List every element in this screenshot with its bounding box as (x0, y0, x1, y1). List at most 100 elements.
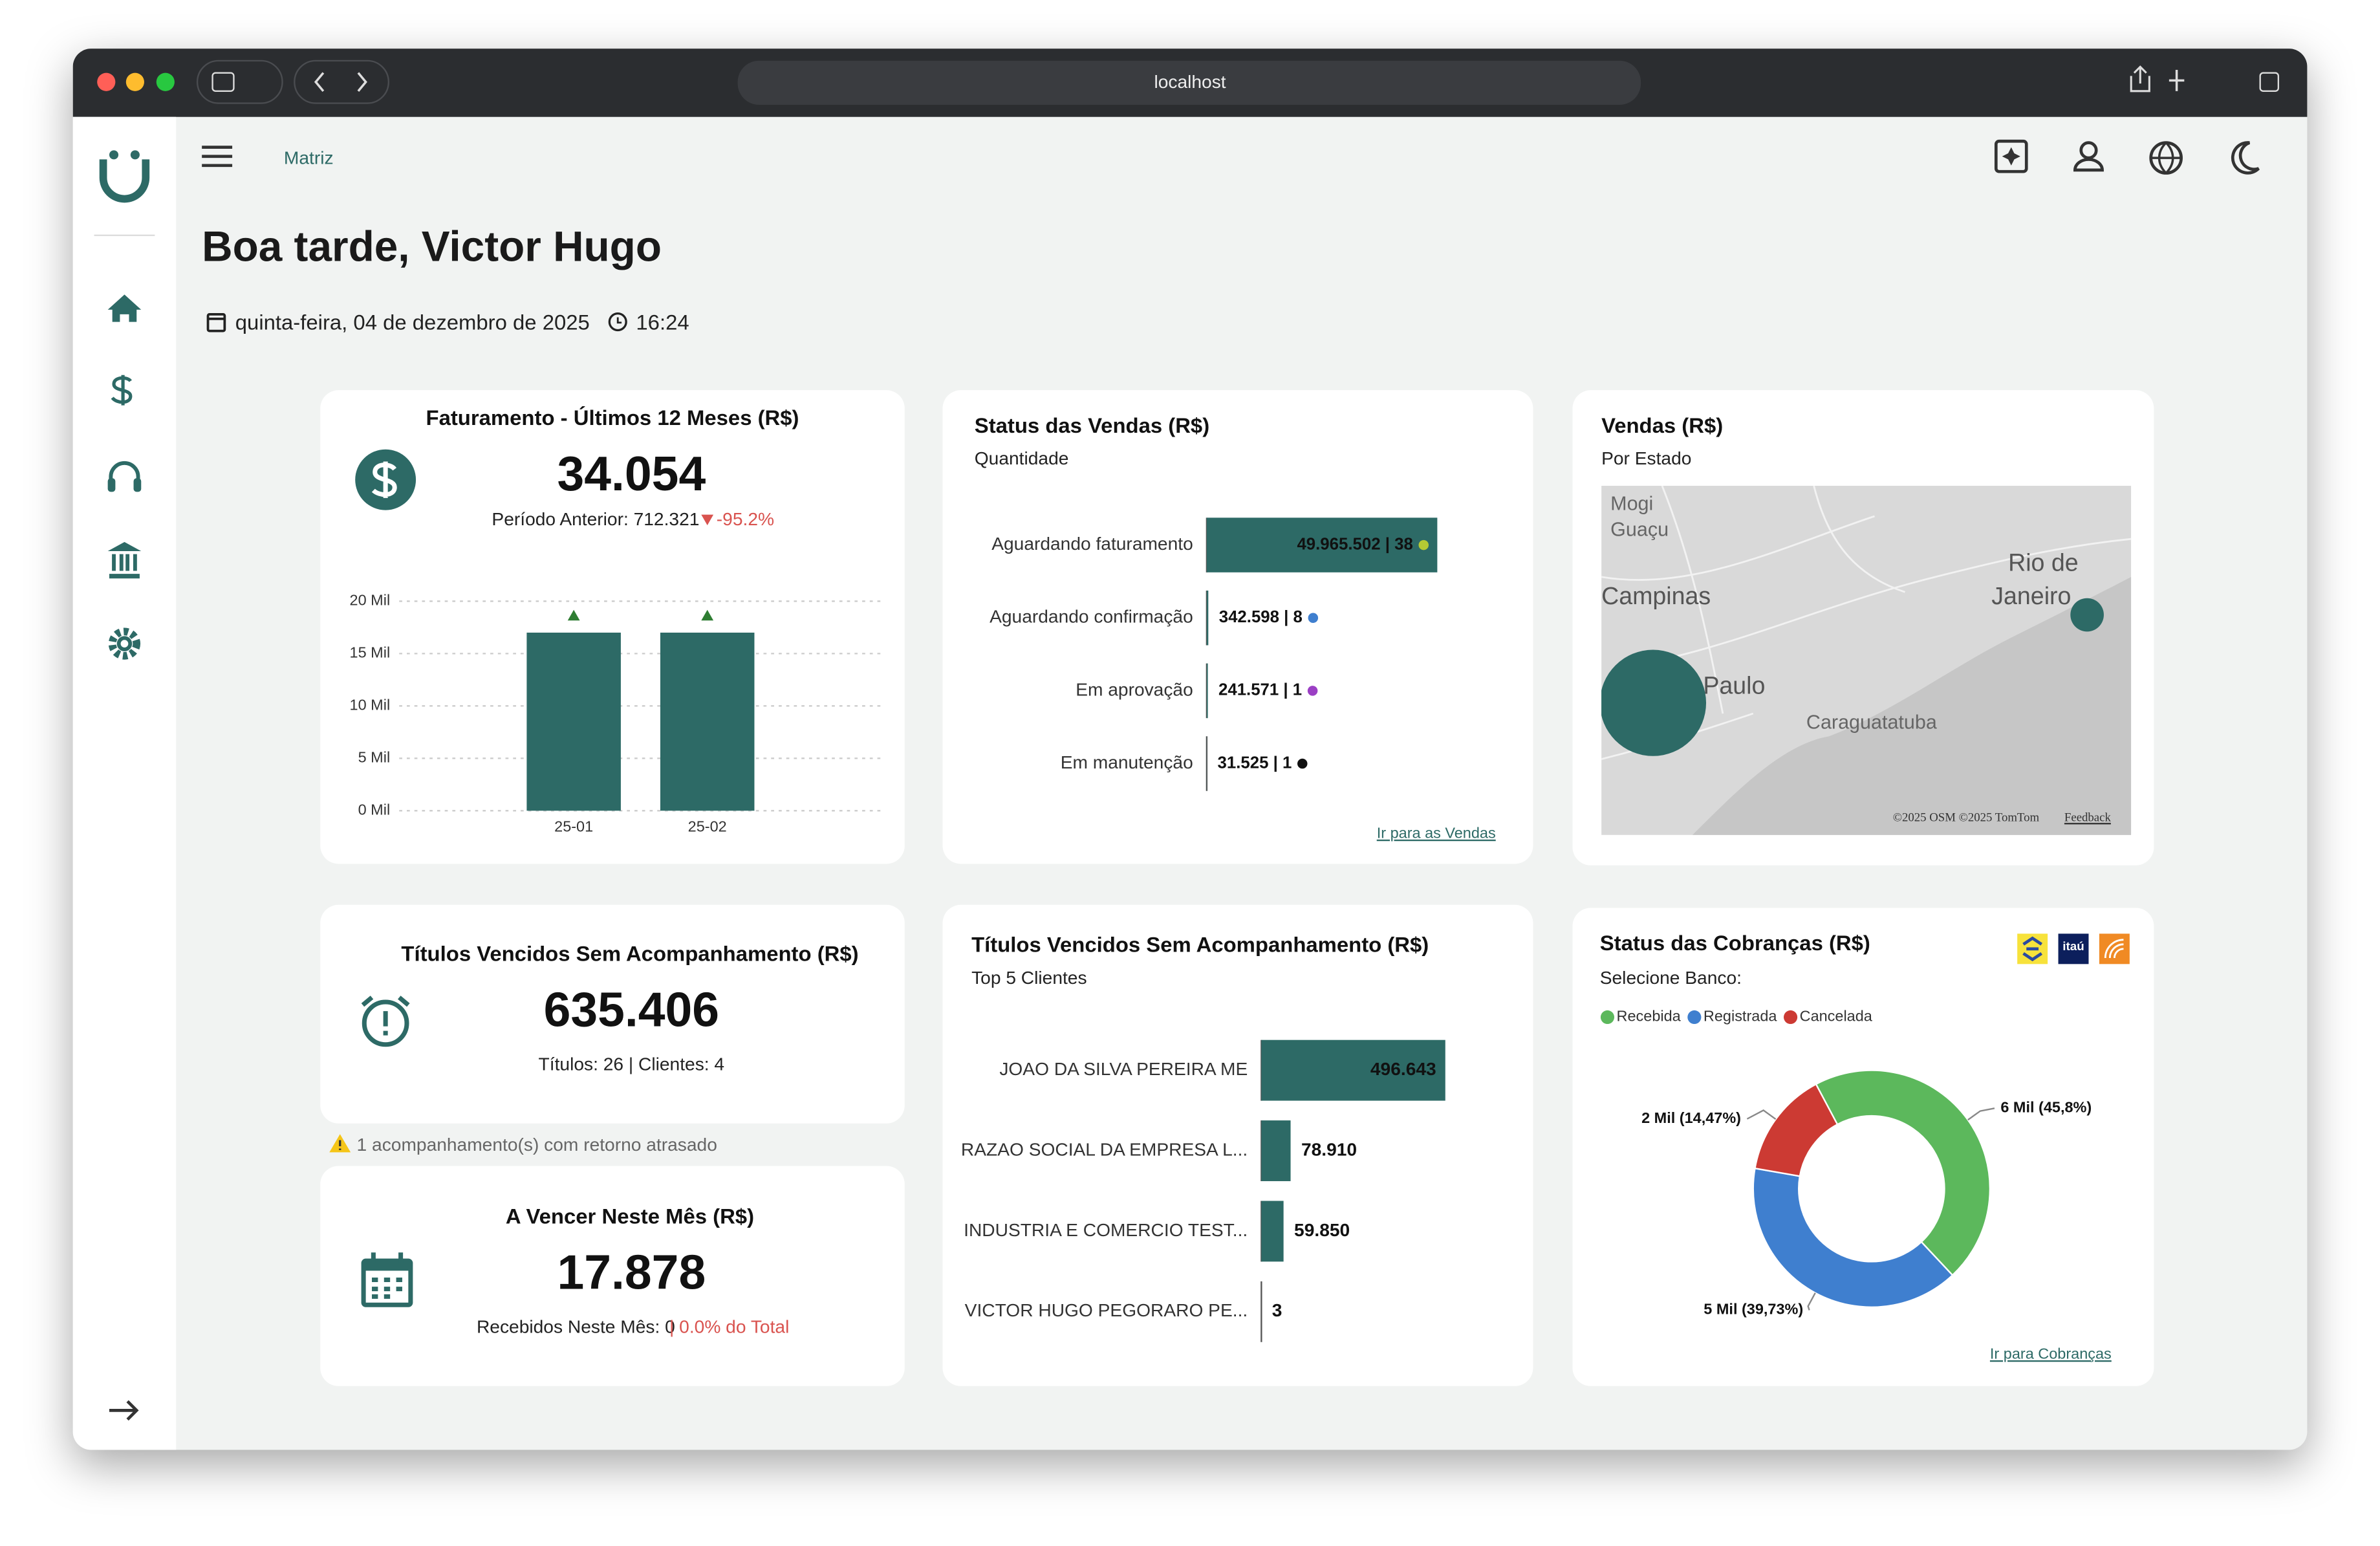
status-dot (1308, 613, 1318, 622)
warning-text: 1 acompanhamento(s) com retorno atrasado (357, 1134, 717, 1155)
zoom-button[interactable] (157, 73, 175, 91)
settings-icon-hole (121, 640, 129, 648)
trend-marker (701, 610, 713, 620)
y-tick-label: 15 Mil (350, 644, 391, 661)
alarm-icon (358, 993, 416, 1051)
value-label: 241.571 | 1 (1218, 681, 1302, 699)
legend-label: Cancelada (1800, 1008, 1873, 1025)
finance-icon[interactable] (113, 375, 131, 406)
map-label: Paulo (1703, 674, 1765, 701)
card-title: Vendas (R$) (1601, 413, 1723, 437)
bar (1207, 664, 1208, 718)
map-feedback[interactable]: Feedback (2064, 811, 2111, 824)
leader-line (1808, 1293, 1815, 1311)
legend-swatch (1601, 1010, 1614, 1024)
map-label: Mogi (1610, 492, 1653, 514)
menu-icon[interactable] (197, 140, 240, 176)
card-title: Títulos Vencidos Sem Acompanhamento (R$) (327, 941, 934, 966)
map-attribution: ©2025 OSM ©2025 TomTom (1893, 811, 2039, 824)
sales-link[interactable]: Ir para as Vendas (1377, 826, 1496, 843)
legend-swatch (1784, 1010, 1797, 1024)
date: quinta-feira, 04 de dezembro de 2025 (235, 310, 590, 334)
share-icon[interactable] (2131, 67, 2149, 91)
status-dot (1297, 759, 1307, 768)
due-month-value: 17.878 (480, 1245, 783, 1301)
tabs-icon[interactable] (2260, 73, 2278, 91)
map-bubble[interactable] (2070, 598, 2104, 632)
y-tick-label: 10 Mil (350, 697, 391, 713)
slice-label: 5 Mil (39,73%) (1704, 1301, 1803, 1318)
user-body (2075, 159, 2102, 169)
slice-label: 2 Mil (14,47%) (1641, 1109, 1741, 1126)
url: localhost (1038, 71, 1341, 93)
logo[interactable] (103, 159, 146, 199)
bar (1261, 1120, 1290, 1181)
header-actions (1989, 134, 2269, 182)
calendar-icon (208, 314, 225, 331)
minimize-button[interactable] (126, 73, 144, 91)
assistant-star (2002, 147, 2020, 166)
user-icon[interactable] (2081, 143, 2096, 158)
bar (1261, 1201, 1283, 1261)
map-bubble[interactable] (1601, 650, 1706, 756)
x-tick-label: 25-02 (688, 818, 727, 834)
close-button[interactable] (97, 73, 115, 91)
calendar-icon (360, 1251, 414, 1309)
nav-arrows (316, 73, 365, 91)
support-icon-ear (108, 478, 116, 492)
new-tab-icon[interactable] (2169, 70, 2184, 91)
y-tick-label: 20 Mil (350, 592, 391, 609)
trend-marker (568, 610, 580, 620)
breadcrumb[interactable]: Matriz (284, 147, 334, 169)
category-label: VICTOR HUGO PEGORARO PE... (965, 1300, 1248, 1320)
value-label: 31.525 | 1 (1218, 754, 1292, 772)
top-clients-chart: JOAO DA SILVA PEREIRA ME496.643RAZAO SOC… (942, 905, 1533, 1386)
theme-icon[interactable] (2233, 142, 2258, 173)
clock-hands (618, 318, 622, 323)
category-label: Em aprovação (1076, 679, 1193, 699)
legend-label: Recebida (1617, 1008, 1682, 1025)
value-label: 49.965.502 | 38 (1297, 535, 1412, 553)
overdue-detail: Títulos: 26 | Clientes: 4 (480, 1054, 783, 1075)
y-tick-label: 5 Mil (358, 749, 391, 766)
map-label: Rio de (2008, 551, 2079, 578)
due-month-detail: Recebidos Neste Mês: 0 (477, 1316, 675, 1338)
leader-line (1747, 1110, 1775, 1119)
map[interactable] (1601, 486, 2131, 835)
collections-link[interactable]: Ir para Cobranças (1990, 1347, 2112, 1364)
sidebar-icons (73, 117, 177, 1450)
category-label: Aguardando confirmação (990, 607, 1193, 627)
map-label: Caraguatatuba (1806, 710, 1937, 733)
status-dot (1418, 540, 1428, 550)
status-dot (1308, 686, 1317, 695)
card-title: A Vencer Neste Mês (R$) (327, 1204, 934, 1228)
warning-icon (328, 1133, 352, 1154)
expand-icon[interactable] (109, 1401, 136, 1419)
value-label: 342.598 | 8 (1219, 608, 1303, 626)
category-label: JOAO DA SILVA PEREIRA ME (999, 1059, 1248, 1079)
category-label: Em manutenção (1061, 752, 1193, 772)
greeting: Boa tarde, Victor Hugo (202, 223, 662, 272)
category-label: INDUSTRIA E COMERCIO TEST... (964, 1220, 1248, 1240)
bank-icon-columns (114, 554, 135, 571)
support-icon-ear (134, 478, 142, 492)
value-label: 78.910 (1301, 1139, 1357, 1159)
y-tick-label: 0 Mil (358, 801, 391, 818)
bar (526, 633, 621, 811)
slice-label: 6 Mil (45,8%) (2000, 1099, 2092, 1116)
menu-lines (202, 147, 232, 166)
donut-slice (1816, 1071, 1990, 1276)
sidebar-toggle[interactable] (197, 61, 282, 103)
value-label: 59.850 (1294, 1220, 1350, 1240)
map-label: Janeiro (1991, 585, 2071, 612)
bar (660, 633, 755, 811)
nav-buttons[interactable] (294, 61, 389, 103)
revenue-chart: 0 Mil5 Mil10 Mil15 Mil20 Mil25-0125-02 (320, 390, 905, 864)
legend-swatch (1687, 1010, 1701, 1024)
legend-label: Registrada (1704, 1008, 1777, 1025)
sales-status-chart: Aguardando faturamento 49.965.502 | 38 Agu… (942, 390, 1533, 864)
home-icon[interactable] (108, 294, 142, 321)
category-label: Aguardando faturamento (991, 534, 1193, 554)
